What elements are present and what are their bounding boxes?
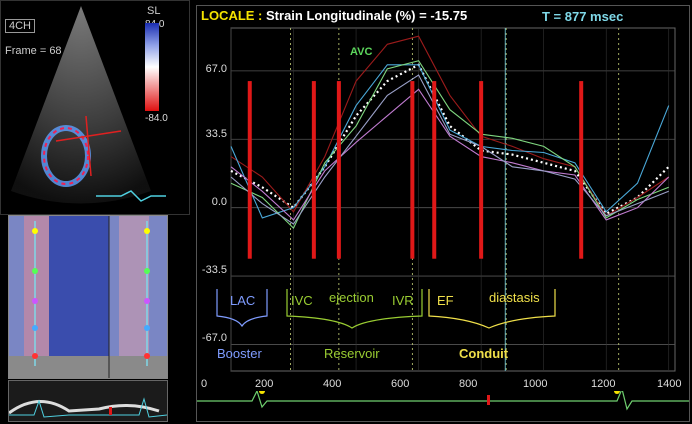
strain-series-line xyxy=(230,60,669,230)
colorbar-title: SL xyxy=(147,5,161,17)
ecg-trace xyxy=(197,391,689,411)
y-tick-label: 33.5 xyxy=(205,128,227,140)
event-marker xyxy=(479,81,484,259)
phase-booster: Booster xyxy=(217,346,262,361)
x-tick-label: 1000 xyxy=(523,378,548,390)
phase-ivr: IVR xyxy=(392,293,414,308)
phase-lac: LAC xyxy=(230,293,256,308)
x-tick-label: 1200 xyxy=(591,378,616,390)
x-tick-label: 800 xyxy=(459,378,478,390)
phase-reservoir: Reservoir xyxy=(324,346,380,361)
strain-chart xyxy=(230,27,676,372)
strain-series-line xyxy=(230,74,669,225)
phase-ejection: ejection xyxy=(329,290,374,305)
x-tick-label: 200 xyxy=(255,378,274,390)
event-marker xyxy=(336,81,341,259)
strain-map xyxy=(9,216,167,378)
x-tick-label: 1400 xyxy=(657,378,682,390)
echo-image xyxy=(11,6,166,204)
y-tick-label: 67.0 xyxy=(205,63,227,75)
echo-image-panel[interactable]: 4CH Frame = 68 SL 84.0 -84.0 xyxy=(0,0,190,215)
strain-plot-panel[interactable]: LOCALE : Strain Longitudinale (%) = -15.… xyxy=(196,5,690,422)
view-tag: 4CH xyxy=(5,19,36,33)
event-marker xyxy=(311,81,316,259)
strain-map-panel[interactable] xyxy=(8,215,168,379)
time-readout: T = 877 msec xyxy=(542,9,624,24)
x-tick-label: 600 xyxy=(391,378,410,390)
y-tick-label: 0.0 xyxy=(211,196,227,208)
event-marker xyxy=(410,81,415,259)
strain-series-line xyxy=(230,64,670,219)
phase-conduit: Conduit xyxy=(459,346,509,361)
y-tick-label: -67.0 xyxy=(201,332,227,344)
event-marker xyxy=(579,81,584,259)
colorbar xyxy=(145,23,159,111)
event-marker xyxy=(247,81,252,259)
colorbar-min: -84.0 xyxy=(145,113,168,124)
y-tick-label: -33.5 xyxy=(201,264,227,276)
frame-label: Frame = 68 xyxy=(5,45,62,57)
phase-diastasis: diastasis xyxy=(489,290,540,305)
phase-ef: EF xyxy=(437,293,454,308)
title-text: Strain Longitudinale (%) = -15.75 xyxy=(266,8,468,23)
strain-series-line xyxy=(230,35,670,217)
title-prefix: LOCALE : xyxy=(201,8,263,23)
mini-ecg-panel xyxy=(8,380,168,422)
avc-label: AVC xyxy=(350,46,373,58)
x-tick-label: 400 xyxy=(323,378,342,390)
plot-frame xyxy=(230,27,676,372)
plot-title: LOCALE : Strain Longitudinale (%) = -15.… xyxy=(201,8,467,23)
x-tick-label: 0 xyxy=(201,378,208,390)
phase-ivc: IVC xyxy=(291,293,313,308)
event-marker xyxy=(432,81,437,259)
strain-series-line xyxy=(230,88,670,221)
mini-ecg-trace xyxy=(9,381,167,421)
